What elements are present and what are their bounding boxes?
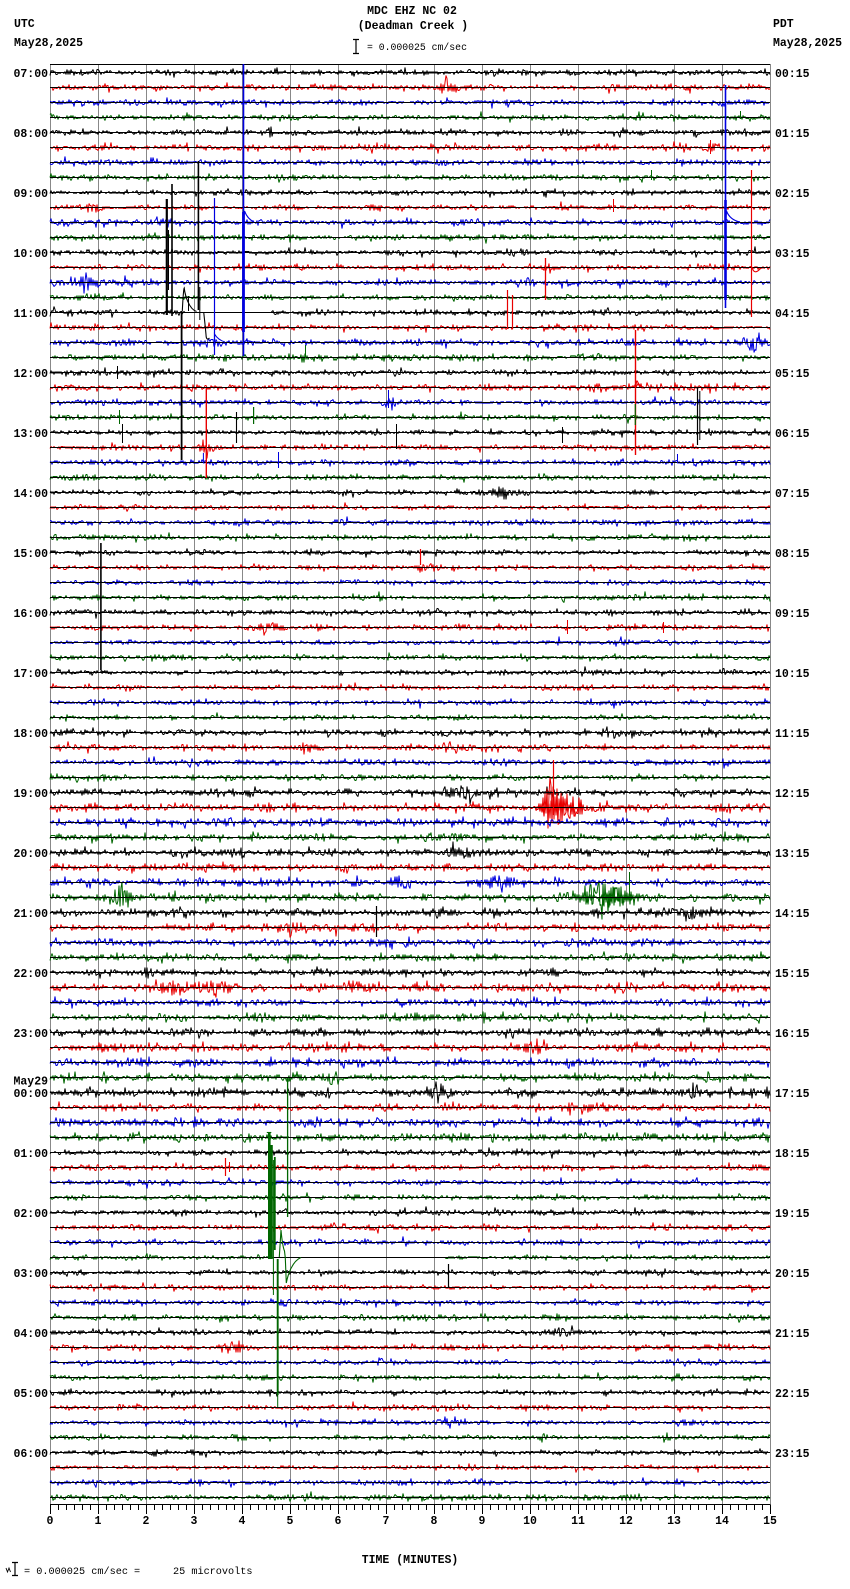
svg-text:08:15: 08:15 xyxy=(775,548,810,561)
svg-text:MDC EHZ NC 02: MDC EHZ NC 02 xyxy=(367,5,457,18)
svg-text:0: 0 xyxy=(47,1515,54,1528)
svg-text:22:00: 22:00 xyxy=(13,968,48,981)
svg-text:May29: May29 xyxy=(13,1076,48,1089)
svg-text:06:15: 06:15 xyxy=(775,428,810,441)
svg-text:UTC: UTC xyxy=(14,18,35,31)
svg-text:3: 3 xyxy=(191,1515,198,1528)
svg-text:9: 9 xyxy=(479,1515,486,1528)
svg-text:04:15: 04:15 xyxy=(775,308,810,321)
svg-text:12:15: 12:15 xyxy=(775,788,810,801)
svg-text:(Deadman Creek ): (Deadman Creek ) xyxy=(358,20,468,33)
svg-text:1: 1 xyxy=(95,1515,102,1528)
svg-text:13: 13 xyxy=(667,1515,681,1528)
svg-text:10: 10 xyxy=(523,1515,537,1528)
svg-text:01:15: 01:15 xyxy=(775,128,810,141)
svg-text:03:00: 03:00 xyxy=(13,1268,48,1281)
svg-text:21:00: 21:00 xyxy=(13,908,48,921)
svg-text:09:15: 09:15 xyxy=(775,608,810,621)
svg-text:6: 6 xyxy=(335,1515,342,1528)
svg-text:May28,2025: May28,2025 xyxy=(773,37,842,50)
svg-text:01:00: 01:00 xyxy=(13,1148,48,1161)
svg-text:23:15: 23:15 xyxy=(775,1448,810,1461)
svg-text:08:00: 08:00 xyxy=(13,128,48,141)
svg-text:00:15: 00:15 xyxy=(775,68,810,81)
svg-text:07:15: 07:15 xyxy=(775,488,810,501)
svg-text:05:15: 05:15 xyxy=(775,368,810,381)
svg-text:17:00: 17:00 xyxy=(13,668,48,681)
svg-text:03:15: 03:15 xyxy=(775,248,810,261)
svg-text:15: 15 xyxy=(763,1515,777,1528)
svg-text:10:00: 10:00 xyxy=(13,248,48,261)
svg-text:22:15: 22:15 xyxy=(775,1388,810,1401)
svg-text:13:00: 13:00 xyxy=(13,428,48,441)
svg-text:5: 5 xyxy=(287,1515,294,1528)
svg-text:= 0.000025 cm/sec: = 0.000025 cm/sec xyxy=(367,42,467,53)
svg-text:15:00: 15:00 xyxy=(13,548,48,561)
svg-text:2: 2 xyxy=(143,1515,150,1528)
svg-text:25 microvolts: 25 microvolts xyxy=(173,1566,252,1578)
svg-text:16:15: 16:15 xyxy=(775,1028,810,1041)
svg-text:7: 7 xyxy=(383,1515,390,1528)
svg-text:20:00: 20:00 xyxy=(13,848,48,861)
svg-text:16:00: 16:00 xyxy=(13,608,48,621)
svg-text:TIME (MINUTES): TIME (MINUTES) xyxy=(362,1554,459,1567)
svg-text:09:00: 09:00 xyxy=(13,188,48,201)
svg-text:12: 12 xyxy=(619,1515,633,1528)
svg-text:14:00: 14:00 xyxy=(13,488,48,501)
svg-text:20:15: 20:15 xyxy=(775,1268,810,1281)
svg-text:04:00: 04:00 xyxy=(13,1328,48,1341)
svg-text:12:00: 12:00 xyxy=(13,368,48,381)
svg-text:19:15: 19:15 xyxy=(775,1208,810,1221)
svg-text:23:00: 23:00 xyxy=(13,1028,48,1041)
svg-text:11:15: 11:15 xyxy=(775,728,810,741)
svg-text:May28,2025: May28,2025 xyxy=(14,37,83,50)
svg-text:PDT: PDT xyxy=(773,18,794,31)
svg-text:10:15: 10:15 xyxy=(775,668,810,681)
svg-text:06:00: 06:00 xyxy=(13,1448,48,1461)
svg-text:07:00: 07:00 xyxy=(13,68,48,81)
svg-text:14:15: 14:15 xyxy=(775,908,810,921)
svg-text:05:00: 05:00 xyxy=(13,1388,48,1401)
svg-text:14: 14 xyxy=(715,1515,729,1528)
svg-text:00:00: 00:00 xyxy=(13,1088,48,1101)
svg-text:02:15: 02:15 xyxy=(775,188,810,201)
svg-text:18:00: 18:00 xyxy=(13,728,48,741)
svg-text:= 0.000025 cm/sec =: = 0.000025 cm/sec = xyxy=(24,1566,140,1578)
svg-text:4: 4 xyxy=(239,1515,246,1528)
svg-text:8: 8 xyxy=(431,1515,438,1528)
svg-text:18:15: 18:15 xyxy=(775,1148,810,1161)
svg-text:13:15: 13:15 xyxy=(775,848,810,861)
svg-text:19:00: 19:00 xyxy=(13,788,48,801)
svg-text:17:15: 17:15 xyxy=(775,1088,810,1101)
svg-text:11:00: 11:00 xyxy=(13,308,48,321)
svg-text:02:00: 02:00 xyxy=(13,1208,48,1221)
svg-text:15:15: 15:15 xyxy=(775,968,810,981)
svg-text:11: 11 xyxy=(571,1515,585,1528)
svg-text:21:15: 21:15 xyxy=(775,1328,810,1341)
